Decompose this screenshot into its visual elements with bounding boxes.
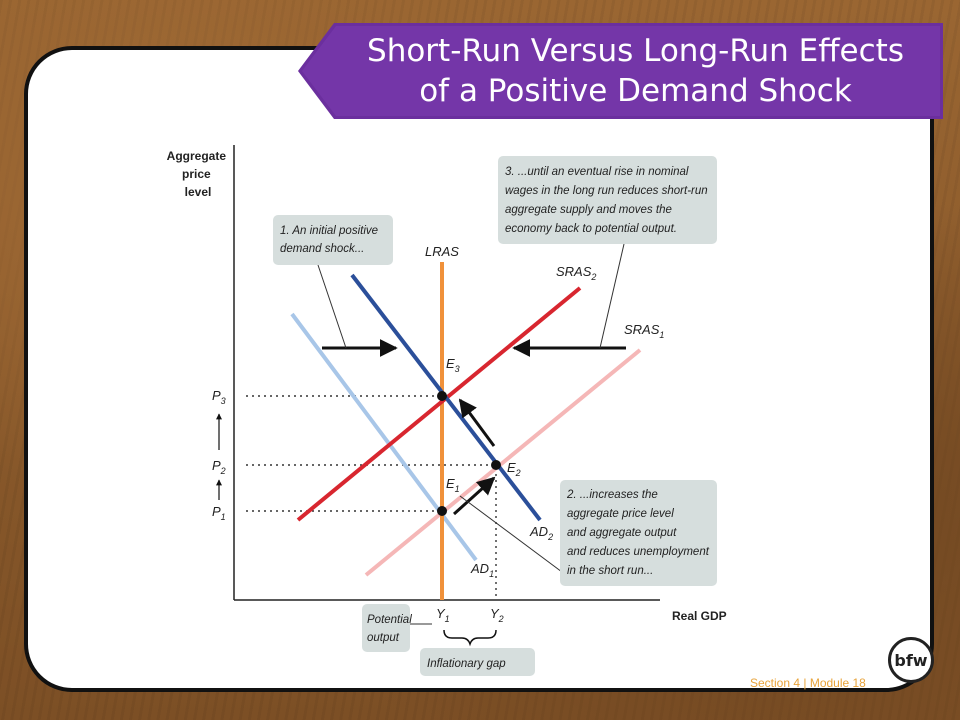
e3-label-base: E [446,356,455,371]
sras1-label-base: SRAS [624,322,660,337]
ad1-label-base: AD [470,561,489,576]
e1-point [437,506,447,516]
sras2-label-sub: 2 [590,272,596,282]
p1-label-base: P [212,504,221,519]
callout1-box [273,215,393,265]
lras-label: LRAS [425,244,459,259]
ad1-label-sub: 1 [489,569,494,579]
title-banner: Short-Run Versus Long-Run Effects of a P… [298,23,943,119]
e1-label-sub: 1 [455,484,460,494]
callout2-leader [459,495,563,573]
callout2-line3: and aggregate output [567,527,677,539]
potential-output-line1: Potential [367,614,412,626]
callout3-line2: wages in the long run reduces short-run [505,185,708,197]
slide-title-line1: Short-Run Versus Long-Run Effects [367,33,904,69]
p2-label-base: P [212,458,221,473]
slide-footer: Section 4 | Module 18 [750,676,866,690]
potential-output-box [362,604,410,652]
potential-output-text: Potential output [367,614,415,644]
ad2-label: AD2 [529,524,553,542]
callout3-line1: 3. ...until an eventual rise in nominal [505,166,689,178]
p1-label-sub: 1 [221,512,226,522]
y-axis-label-line1: Aggregate [167,149,227,163]
e1-label-base: E [446,476,455,491]
y-axis-label: Aggregate price level [167,149,230,199]
slide-title: Short-Run Versus Long-Run Effects of a P… [336,31,936,111]
p2-label: P2 [212,458,226,476]
sras1-label-sub: 1 [659,330,664,340]
callout2-line4: and reduces unemployment [567,546,710,558]
ad1-curve [290,312,478,562]
x-axis-label: Real GDP [672,609,727,623]
sras2-label-base: SRAS [556,264,592,279]
e2-label-sub: 2 [515,468,521,478]
publisher-logo-icon: bfw [888,637,934,683]
e1-label: E1 [446,476,460,494]
p3-label-sub: 3 [221,396,226,406]
callout2-line5: in the short run... [567,565,653,577]
y2-label-base: Y [490,606,500,621]
sras1-label: SRAS1 [624,322,664,340]
y2-label: Y2 [490,606,504,624]
callout1-line1: 1. An initial positive [280,225,378,237]
ad2-label-base: AD [529,524,548,539]
y1-label: Y1 [436,606,450,624]
e3-label: E3 [446,356,460,374]
e2-point [491,460,501,470]
callout3-leader [599,243,625,349]
callout3-line3: aggregate supply and moves the [505,204,672,216]
y1-label-base: Y [436,606,446,621]
inflationary-gap-text: Inflationary gap [427,658,506,670]
potential-output-line2: output [367,632,400,644]
callout1-text: 1. An initial positive demand shock... [280,225,381,255]
callout3-line4: economy back to potential output. [505,223,677,235]
sras2-curve [296,286,582,522]
p2-label-sub: 2 [220,466,226,476]
ad2-label-sub: 2 [547,532,553,542]
e3-label-sub: 3 [455,364,460,374]
callout3-box [498,156,717,244]
callout1-line2: demand shock... [280,243,364,255]
e2-e3-arrow [458,398,496,447]
title-banner-fill [302,26,940,116]
callout2-line2: aggregate price level [567,508,674,520]
callout2-line1: 2. ...increases the [566,489,658,501]
ad1-label: AD1 [470,561,494,579]
slide-title-line2: of a Positive Demand Shock [419,73,852,109]
inflationary-gap-brace [443,629,497,647]
p1-label: P1 [212,504,226,522]
callout2-box [560,480,717,586]
callout1-leader [317,264,347,349]
y-axis-label-line3: level [185,185,212,199]
y2-label-sub: 2 [498,614,504,624]
callout3-text: 3. ...until an eventual rise in nominal … [505,166,711,235]
e2-label-base: E [507,460,516,475]
e2-label: E2 [507,460,521,478]
sras2-label: SRAS2 [556,264,596,282]
p3-label: P3 [212,388,226,406]
p3-label-base: P [212,388,221,403]
inflationary-gap-box [420,648,535,676]
e3-point [437,391,447,401]
callout2-text: 2. ...increases the aggregate price leve… [566,489,712,577]
y1-label-sub: 1 [445,614,450,624]
sras1-curve [364,348,642,577]
e1-e2-arrow [452,476,496,516]
y-axis-label-line2: price [182,167,211,181]
